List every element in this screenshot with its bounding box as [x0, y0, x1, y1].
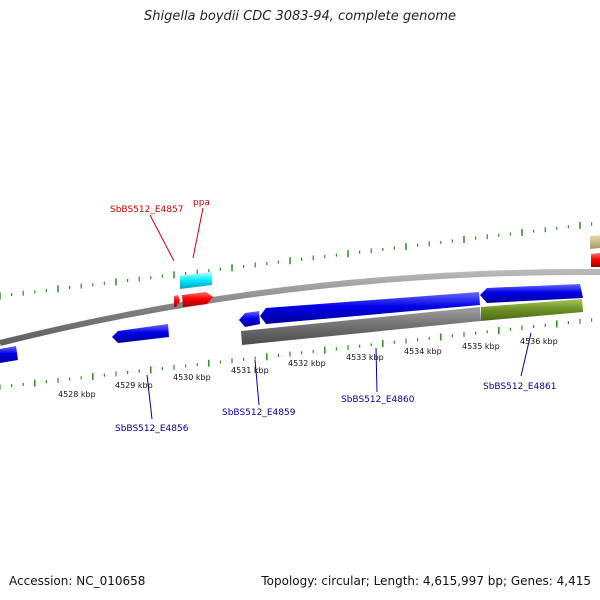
scale-label: 4536 kbp — [520, 337, 558, 346]
scale-label: 4535 kbp — [462, 342, 500, 351]
feature-gray[interactable] — [241, 307, 481, 345]
scale-label: 4532 kbp — [288, 359, 326, 368]
scale-label: 4531 kbp — [231, 366, 269, 375]
scale-label: 4534 kbp — [404, 347, 442, 356]
label-line-ppa — [192, 207, 204, 259]
scale-label: 4530 kbp — [173, 373, 211, 382]
feature-tan-edge[interactable] — [590, 235, 600, 249]
gene-label-e4856[interactable]: SbBS512_E4856 — [115, 424, 189, 434]
feature-reverse-e4856[interactable] — [112, 324, 169, 343]
scale-label: 4533 kbp — [346, 353, 384, 362]
label-line-e4861 — [520, 332, 532, 377]
accession-text: Accession: NC_010658 — [9, 574, 146, 588]
feature-forward-small[interactable] — [174, 295, 180, 307]
scale-label: 4529 kbp — [115, 381, 153, 390]
feature-reverse-e4860[interactable] — [260, 292, 480, 324]
label-line-e4860 — [375, 347, 378, 393]
feature-forward-edge[interactable] — [591, 253, 600, 267]
outer-tick-row — [0, 221, 593, 300]
feature-reverse-left-edge[interactable] — [0, 346, 18, 363]
gene-label-ppa[interactable]: ppa — [193, 198, 210, 208]
label-line-e4859 — [254, 359, 260, 406]
inner-tick-row — [0, 318, 593, 390]
label-line-e4857 — [149, 214, 175, 262]
feature-olive[interactable] — [481, 299, 583, 321]
label-line-e4856 — [146, 374, 153, 420]
feature-forward-ppa[interactable] — [182, 292, 213, 307]
genome-summary-text: Topology: circular; Length: 4,615,997 bp… — [261, 574, 591, 588]
gene-label-e4859[interactable]: SbBS512_E4859 — [222, 408, 296, 418]
gene-label-e4861[interactable]: SbBS512_E4861 — [483, 382, 556, 392]
scale-label: 4528 kbp — [58, 390, 96, 399]
gene-label-e4860[interactable]: SbBS512_E4860 — [341, 395, 415, 405]
feature-reverse-e4859[interactable] — [239, 311, 260, 327]
feature-reverse-e4861[interactable] — [480, 284, 583, 303]
feature-cyan[interactable] — [180, 272, 212, 289]
map-title: Shigella boydii CDC 3083-94, complete ge… — [143, 9, 457, 24]
gene-label-e4857[interactable]: SbBS512_E4857 — [110, 205, 183, 215]
genome-backbone — [0, 268, 600, 346]
